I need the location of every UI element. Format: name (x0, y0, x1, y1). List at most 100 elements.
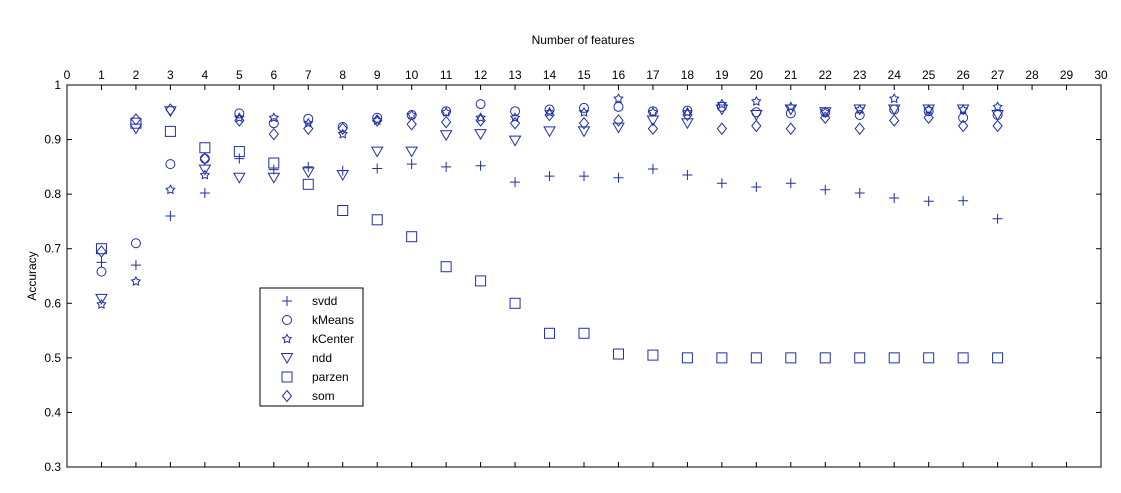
marker-parzen (544, 327, 556, 339)
marker-parzen (475, 275, 487, 287)
marker-ndd (646, 115, 660, 127)
x-tick-label: 23 (853, 68, 867, 82)
marker-som (820, 111, 831, 125)
marker-som (96, 245, 107, 258)
x-tick-label: 17 (646, 68, 660, 82)
marker-kCenter (165, 184, 176, 195)
x-tick-label: 19 (715, 68, 729, 82)
marker-som (406, 118, 417, 131)
marker-kMeans (958, 112, 969, 123)
marker-kMeans (854, 110, 865, 121)
marker-kMeans (130, 238, 141, 249)
marker-kCenter (234, 112, 245, 123)
marker-som (889, 114, 900, 127)
legend-box (259, 287, 364, 407)
marker-kCenter (647, 106, 659, 117)
marker-kCenter (888, 93, 900, 104)
marker-som (475, 114, 486, 127)
legend-marker-kCenter (281, 333, 293, 344)
marker-som (199, 152, 211, 165)
marker-kCenter (96, 298, 107, 309)
data-markers (95, 93, 1004, 364)
marker-kCenter (509, 112, 521, 123)
y-tick-label: 0.9 (44, 133, 61, 147)
marker-svdd (406, 159, 417, 170)
marker-kMeans (165, 159, 176, 170)
x-tick-label: 18 (681, 68, 695, 82)
marker-svdd (820, 184, 831, 195)
marker-ndd (991, 110, 1004, 122)
x-tick-label: 15 (577, 68, 591, 82)
marker-parzen (854, 352, 866, 364)
marker-svdd (510, 177, 521, 188)
x-tick-label: 7 (305, 68, 312, 82)
marker-som (957, 119, 969, 133)
marker-kMeans (613, 101, 624, 112)
marker-ndd (577, 126, 591, 138)
x-tick-label: 25 (922, 68, 936, 82)
x-tick-label: 10 (405, 68, 419, 82)
marker-som (578, 116, 590, 130)
x-tick-label: 2 (133, 68, 140, 82)
y-tick-label: 0.7 (44, 242, 61, 256)
marker-ndd (749, 110, 763, 122)
plot-area (66, 84, 1102, 468)
marker-ndd (887, 104, 901, 116)
marker-parzen (785, 352, 797, 364)
x-tick-label: 14 (543, 68, 557, 82)
marker-svdd (785, 178, 796, 189)
marker-ndd (922, 104, 936, 116)
x-tick-label: 21 (784, 68, 798, 82)
marker-som (544, 108, 555, 122)
x-tick-label: 6 (270, 68, 277, 82)
marker-som (647, 122, 659, 135)
marker-svdd (889, 192, 900, 203)
x-tick-label: 24 (888, 68, 902, 82)
marker-ndd (853, 104, 867, 116)
legend-label-kMeans: kMeans (312, 313, 354, 327)
marker-ndd (715, 104, 729, 116)
marker-ndd (818, 107, 832, 119)
y-tick-label: 1 (54, 78, 61, 92)
y-axis-title: Accuracy (25, 251, 39, 300)
legend-label-som: som (312, 389, 335, 403)
x-tick-label: 27 (991, 68, 1005, 82)
marker-kMeans (268, 118, 279, 129)
marker-kMeans (923, 106, 934, 117)
marker-svdd (475, 160, 486, 171)
marker-svdd (923, 196, 934, 207)
x-tick-label: 30 (1094, 68, 1108, 82)
marker-parzen (130, 117, 142, 129)
y-tick-label: 0.4 (44, 405, 61, 419)
y-tick-label: 0.6 (44, 296, 61, 310)
marker-parzen (95, 243, 107, 255)
legend-marker-som (281, 389, 293, 403)
marker-kCenter (682, 106, 693, 117)
marker-parzen (164, 125, 176, 137)
marker-ndd (267, 172, 281, 184)
x-tick-label: 4 (202, 68, 209, 82)
x-tick-label: 8 (339, 68, 346, 82)
marker-kMeans (96, 266, 107, 277)
marker-kCenter (130, 275, 142, 286)
legend-marker-ndd (280, 353, 294, 364)
marker-kCenter (268, 112, 280, 123)
marker-ndd (301, 167, 315, 179)
legend-marker-svdd (282, 296, 292, 306)
marker-svdd (579, 171, 589, 182)
marker-kCenter (544, 106, 555, 117)
marker-parzen (371, 214, 383, 226)
marker-parzen (819, 352, 831, 364)
marker-som (992, 119, 1003, 133)
marker-som (613, 114, 624, 127)
marker-parzen (440, 261, 452, 273)
y-tick-label: 0.8 (44, 187, 61, 201)
y-tick-label: 0.5 (44, 351, 61, 365)
marker-som (923, 111, 934, 125)
marker-svdd (130, 260, 141, 271)
x-tick-label: 3 (167, 68, 174, 82)
marker-kCenter (716, 98, 728, 109)
marker-kMeans (510, 106, 521, 117)
legend-label-parzen: parzen (312, 370, 349, 384)
x-tick-label: 29 (1060, 68, 1074, 82)
